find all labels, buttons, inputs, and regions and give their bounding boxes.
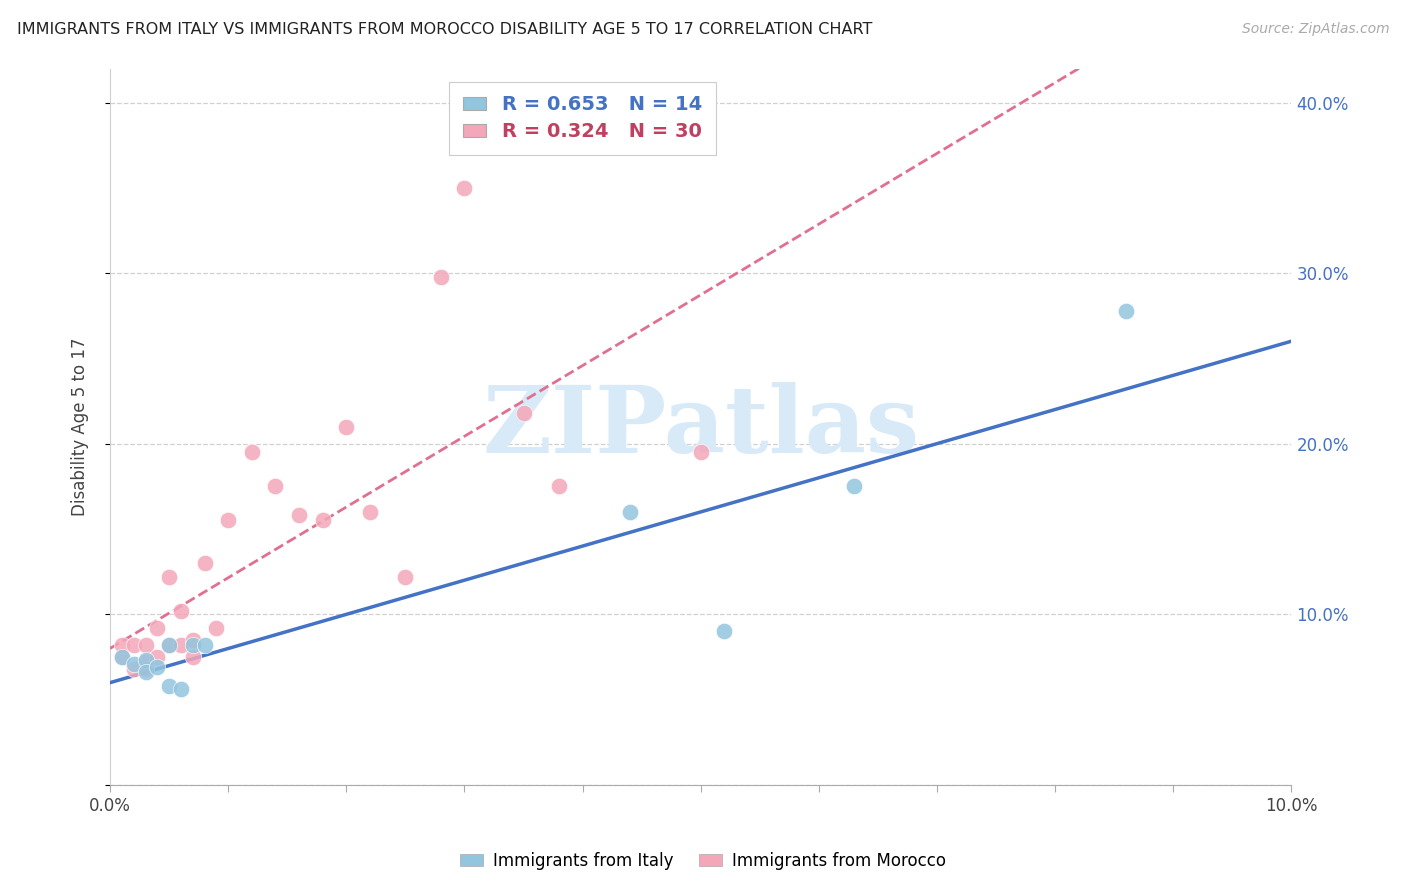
Point bbox=[146, 621, 169, 635]
Point bbox=[312, 513, 335, 527]
Point bbox=[134, 662, 156, 676]
Point bbox=[157, 570, 180, 584]
Point bbox=[170, 682, 193, 697]
Point bbox=[170, 638, 193, 652]
Point bbox=[689, 445, 711, 459]
Point bbox=[844, 479, 866, 493]
Point bbox=[264, 479, 287, 493]
Point bbox=[430, 269, 453, 284]
Point bbox=[288, 508, 311, 523]
Point bbox=[111, 649, 134, 664]
Point bbox=[713, 624, 735, 639]
Point bbox=[194, 556, 217, 570]
Point bbox=[134, 655, 156, 669]
Point bbox=[134, 665, 156, 680]
Point bbox=[157, 638, 180, 652]
Point bbox=[146, 649, 169, 664]
Point bbox=[1115, 303, 1137, 318]
Point bbox=[335, 419, 357, 434]
Point bbox=[548, 479, 571, 493]
Point bbox=[194, 638, 217, 652]
Legend: R = 0.653   N = 14, R = 0.324   N = 30: R = 0.653 N = 14, R = 0.324 N = 30 bbox=[450, 82, 716, 155]
Point bbox=[217, 513, 239, 527]
Point bbox=[240, 445, 263, 459]
Point bbox=[170, 604, 193, 618]
Point bbox=[359, 505, 381, 519]
Point bbox=[181, 632, 204, 647]
Point bbox=[157, 638, 180, 652]
Point bbox=[512, 406, 534, 420]
Point bbox=[146, 660, 169, 674]
Point bbox=[453, 181, 475, 195]
Point bbox=[122, 657, 145, 671]
Point bbox=[394, 570, 416, 584]
Point bbox=[122, 638, 145, 652]
Point bbox=[134, 638, 156, 652]
Point bbox=[619, 505, 641, 519]
Text: IMMIGRANTS FROM ITALY VS IMMIGRANTS FROM MOROCCO DISABILITY AGE 5 TO 17 CORRELAT: IMMIGRANTS FROM ITALY VS IMMIGRANTS FROM… bbox=[17, 22, 872, 37]
Point bbox=[122, 662, 145, 676]
Text: ZIPatlas: ZIPatlas bbox=[482, 382, 920, 472]
Point bbox=[181, 649, 204, 664]
Text: Source: ZipAtlas.com: Source: ZipAtlas.com bbox=[1241, 22, 1389, 37]
Legend: Immigrants from Italy, Immigrants from Morocco: Immigrants from Italy, Immigrants from M… bbox=[453, 846, 953, 877]
Point bbox=[205, 621, 228, 635]
Point bbox=[111, 649, 134, 664]
Y-axis label: Disability Age 5 to 17: Disability Age 5 to 17 bbox=[72, 337, 89, 516]
Point bbox=[111, 638, 134, 652]
Point bbox=[134, 653, 156, 667]
Point bbox=[157, 679, 180, 693]
Point bbox=[181, 638, 204, 652]
